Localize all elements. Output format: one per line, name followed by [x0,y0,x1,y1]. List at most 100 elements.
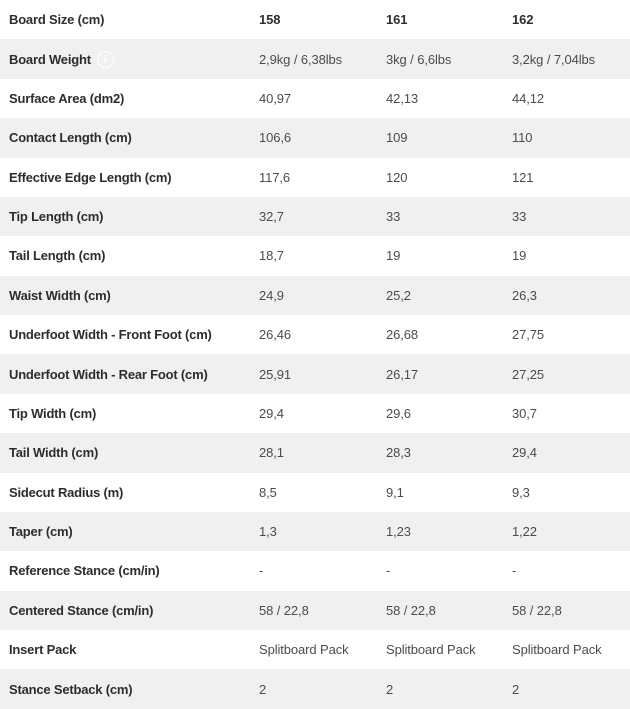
spec-value: 9,3 [512,484,530,500]
spec-label: Insert Pack [0,642,259,657]
spec-value: 33 [512,209,527,225]
spec-value: 162 [512,12,534,28]
spec-value: 158 [259,12,281,28]
spec-label-text: Board Weight [9,51,91,67]
spec-value: 30,7 [512,405,537,421]
spec-value: 42,13 [386,90,419,106]
spec-value: Splitboard Pack [259,642,349,658]
table-row-tail-width: Tail Width (cm) 28,1 28,3 29,4 [0,433,630,473]
spec-label: Tail Width (cm) [0,445,259,460]
spec-value: 19 [512,248,527,264]
table-row-insert-pack: Insert Pack Splitboard Pack Splitboard P… [0,630,630,670]
spec-value: 1,22 [512,524,537,540]
spec-value: 26,46 [259,327,292,343]
spec-label: Waist Width (cm) [0,288,259,303]
spec-value: 9,1 [386,484,404,500]
spec-label: Contact Length (cm) [0,130,259,145]
spec-value: 29,4 [512,445,537,461]
spec-label-text: Board Size (cm) [9,12,105,28]
spec-label: Stance Setback (cm) [0,682,259,697]
spec-label-text: Tip Width (cm) [9,405,97,421]
spec-value: 24,9 [259,287,284,303]
spec-value: - [386,563,391,579]
table-row-effective-edge-length: Effective Edge Length (cm) 117,6 120 121 [0,157,630,197]
spec-label-text: Tail Width (cm) [9,445,99,461]
spec-value: 27,25 [512,366,545,382]
spec-value: 44,12 [512,90,545,106]
spec-label-text: Reference Stance (cm/in) [9,563,160,579]
spec-value: 28,1 [259,445,284,461]
spec-label-text: Taper (cm) [9,524,73,540]
spec-label-text: Tail Length (cm) [9,248,106,264]
spec-value: 121 [512,169,534,185]
info-icon[interactable]: i [96,50,114,68]
table-row-stance-setback: Stance Setback (cm) 2 2 2 [0,669,630,709]
table-row-underfoot-width-rear: Underfoot Width - Rear Foot (cm) 25,91 2… [0,354,630,394]
table-row-tail-length: Tail Length (cm) 18,7 19 19 [0,236,630,276]
spec-value: 109 [386,130,408,146]
spec-value: 3kg / 6,6lbs [386,51,452,67]
spec-value: - [259,563,264,579]
spec-label-text: Contact Length (cm) [9,130,132,146]
spec-value: 19 [386,248,401,264]
spec-value: 1,23 [386,524,411,540]
spec-value: 1,3 [259,524,277,540]
spec-label: Tip Width (cm) [0,406,259,421]
table-row-taper: Taper (cm) 1,3 1,23 1,22 [0,511,630,552]
spec-label: Tail Length (cm) [0,248,259,263]
spec-label: Taper (cm) [0,524,259,539]
spec-value: 58 / 22,8 [512,602,562,618]
table-row-centered-stance: Centered Stance (cm/in) 58 / 22,8 58 / 2… [0,590,630,630]
spec-value: 29,6 [386,405,411,421]
table-row-waist-width: Waist Width (cm) 24,9 25,2 26,3 [0,275,630,315]
spec-value: 33 [386,209,401,225]
spec-label: Underfoot Width - Rear Foot (cm) [0,367,259,382]
spec-label: Surface Area (dm2) [0,91,259,106]
spec-value: 58 / 22,8 [259,602,309,618]
spec-label: Underfoot Width - Front Foot (cm) [0,327,259,342]
spec-label: Board Size (cm) [0,12,259,27]
spec-value: 26,3 [512,287,537,303]
spec-value: 25,2 [386,287,411,303]
spec-label-text: Underfoot Width - Front Foot (cm) [9,327,212,343]
table-row-contact-length: Contact Length (cm) 106,6 109 110 [0,118,630,158]
table-row-underfoot-width-front: Underfoot Width - Front Foot (cm) 26,46 … [0,315,630,355]
spec-label: Sidecut Radius (m) [0,485,259,500]
spec-label: Centered Stance (cm/in) [0,603,259,618]
spec-value: 27,75 [512,327,545,343]
spec-label-text: Stance Setback (cm) [9,681,133,697]
spec-value: 2,9kg / 6,38lbs [259,51,343,67]
table-row-reference-stance: Reference Stance (cm/in) - - - [0,551,630,591]
spec-value: 3,2kg / 7,04lbs [512,51,596,67]
spec-label-text: Waist Width (cm) [9,287,111,303]
table-row-tip-length: Tip Length (cm) 32,7 33 33 [0,196,630,237]
spec-value: 2 [259,681,267,697]
spec-value: 18,7 [259,248,284,264]
spec-value: 2 [512,681,520,697]
spec-value: - [512,563,517,579]
spec-label: Effective Edge Length (cm) [0,170,259,185]
spec-value: 161 [386,12,408,28]
spec-value: 28,3 [386,445,411,461]
spec-label: Tip Length (cm) [0,209,259,224]
spec-value: 110 [512,130,533,146]
spec-label-text: Effective Edge Length (cm) [9,169,172,185]
spec-value: 117,6 [259,169,291,185]
spec-value: 26,17 [386,366,419,382]
spec-value: 106,6 [259,130,292,146]
spec-value: Splitboard Pack [386,642,476,658]
spec-value: 40,97 [259,90,292,106]
spec-value: 32,7 [259,209,284,225]
spec-value: Splitboard Pack [512,642,602,658]
spec-label: Reference Stance (cm/in) [0,563,259,578]
spec-label-text: Insert Pack [9,642,77,658]
table-row-sidecut-radius: Sidecut Radius (m) 8,5 9,1 9,3 [0,472,630,512]
spec-label-text: Tip Length (cm) [9,209,104,225]
spec-label-text: Sidecut Radius (m) [9,484,124,500]
spec-value: 29,4 [259,405,284,421]
spec-value: 8,5 [259,484,277,500]
spec-value: 26,68 [386,327,419,343]
table-row-board-weight: Board Weight i 2,9kg / 6,38lbs 3kg / 6,6… [0,39,630,79]
spec-value: 120 [386,169,408,185]
